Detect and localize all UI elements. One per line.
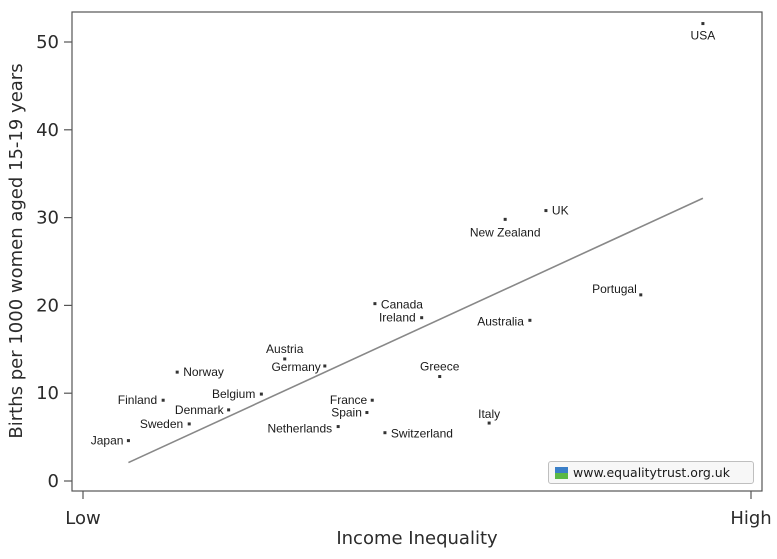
point-label: Italy bbox=[478, 407, 500, 421]
data-point bbox=[126, 439, 130, 443]
point-label: Belgium bbox=[212, 387, 255, 401]
point-label: Canada bbox=[381, 298, 423, 312]
point-label: Spain bbox=[331, 406, 362, 420]
y-tick-label: 0 bbox=[48, 471, 59, 492]
point-label: Greece bbox=[420, 360, 460, 374]
data-point bbox=[373, 302, 377, 306]
point-label: UK bbox=[552, 204, 569, 218]
data-point bbox=[544, 209, 548, 213]
trend-line bbox=[128, 197, 704, 464]
trend-line-group bbox=[128, 197, 704, 464]
data-point bbox=[420, 316, 424, 320]
data-point bbox=[175, 370, 179, 374]
point-label: Germany bbox=[271, 360, 320, 374]
data-point bbox=[161, 398, 165, 402]
data-point bbox=[227, 408, 231, 412]
point-label: USA bbox=[691, 29, 716, 43]
data-point bbox=[503, 217, 507, 221]
axes: 0 10 20 30 40 50 Low High bbox=[36, 32, 772, 529]
source-watermark: www.equalitytrust.org.uk bbox=[548, 461, 754, 484]
data-point bbox=[383, 431, 387, 435]
data-point bbox=[336, 425, 340, 429]
point-label: Denmark bbox=[175, 403, 225, 417]
point-label: Ireland bbox=[379, 311, 416, 325]
equality-trust-logo-icon bbox=[555, 466, 568, 479]
point-label: New Zealand bbox=[470, 225, 541, 239]
data-point bbox=[438, 375, 442, 379]
watermark-text: www.equalitytrust.org.uk bbox=[573, 465, 730, 480]
point-label: Australia bbox=[477, 314, 524, 328]
point-label: Norway bbox=[183, 365, 224, 379]
data-point bbox=[487, 421, 491, 425]
data-point bbox=[365, 411, 369, 415]
y-axis-title: Births per 1000 women aged 15-19 years bbox=[6, 63, 27, 438]
data-point bbox=[701, 22, 705, 26]
data-point bbox=[259, 392, 263, 396]
point-label: Austria bbox=[266, 342, 304, 356]
data-point bbox=[370, 398, 374, 402]
y-tick-label: 30 bbox=[36, 208, 59, 229]
data-point bbox=[283, 357, 287, 361]
x-tick-label: Low bbox=[65, 508, 100, 529]
point-label: Finland bbox=[118, 393, 157, 407]
y-tick-label: 10 bbox=[36, 383, 59, 404]
y-tick-label: 50 bbox=[36, 32, 59, 53]
data-point bbox=[639, 293, 643, 297]
x-tick-label: High bbox=[730, 508, 771, 529]
point-label: Japan bbox=[91, 434, 124, 448]
point-label: Sweden bbox=[140, 417, 183, 431]
y-tick-label: 40 bbox=[36, 120, 59, 141]
point-label: Portugal bbox=[592, 282, 637, 296]
x-axis-title: Income Inequality bbox=[336, 528, 498, 549]
data-point bbox=[323, 364, 327, 368]
data-point bbox=[528, 318, 532, 322]
point-label: Netherlands bbox=[267, 422, 332, 436]
point-label: France bbox=[330, 393, 368, 407]
point-label: Switzerland bbox=[391, 427, 453, 441]
data-point bbox=[187, 422, 191, 426]
plot-frame bbox=[71, 11, 763, 492]
y-tick-label: 20 bbox=[36, 295, 59, 316]
